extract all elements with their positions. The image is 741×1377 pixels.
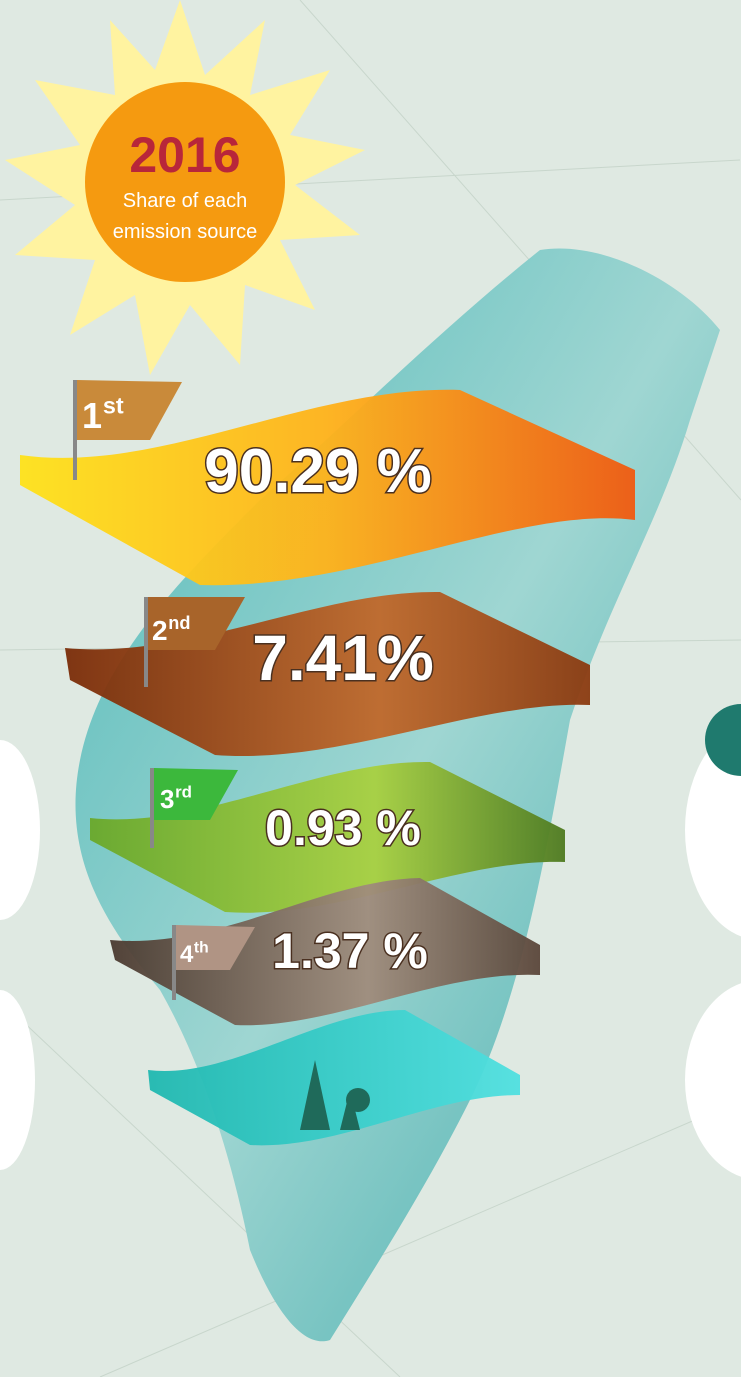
percent: 90.29 % — [204, 437, 432, 506]
subtitle: emission source — [113, 221, 258, 243]
rank-suffix: nd — [168, 613, 190, 633]
layer-labels: 1 st 90.29 % 2 nd 7.41% 3 rd 0.93 % 4 th 1.37 % — [82, 393, 435, 981]
percent: 1.37 % — [272, 923, 428, 979]
flags — [73, 380, 255, 1000]
percent: 7.41% — [252, 622, 433, 694]
rank-number: 1 — [82, 395, 102, 436]
rank-suffix: th — [194, 939, 209, 956]
decor-circle — [0, 990, 35, 1170]
rank-number: 4 — [180, 941, 194, 968]
decor-circle — [0, 740, 40, 920]
rank-suffix: st — [103, 393, 124, 419]
rank-suffix: rd — [175, 783, 192, 802]
rank-number: 2 — [152, 615, 168, 646]
rank-number: 3 — [160, 784, 174, 814]
decor-icon — [705, 704, 741, 776]
year: 2016 — [129, 127, 240, 183]
decor-circle — [685, 723, 741, 937]
sun: 2016 Share of each emission source — [5, 0, 365, 375]
decor-circle — [685, 983, 741, 1177]
percent: 0.93 % — [265, 800, 421, 856]
ribbons — [20, 389, 635, 1146]
subtitle: Share of each — [123, 190, 248, 212]
